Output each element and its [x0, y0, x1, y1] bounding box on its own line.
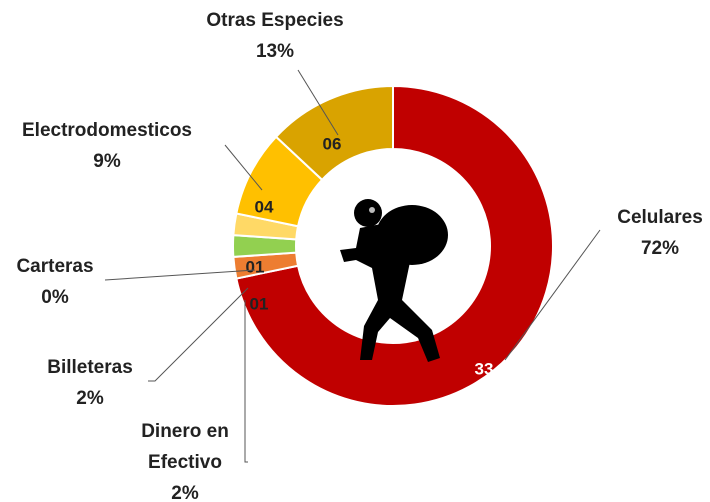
- percent-label: 9%: [93, 151, 121, 172]
- category-name: Billeteras: [47, 357, 133, 378]
- category-name: Otras Especies: [206, 10, 344, 31]
- value-label: 06: [323, 134, 342, 153]
- category-label: Dinero en Efectivo 2%: [130, 416, 240, 502]
- percent-label: 13%: [255, 41, 295, 62]
- value-label: 01: [246, 257, 265, 276]
- value-label: 01: [250, 294, 269, 313]
- slice: [274, 84, 394, 182]
- category-name: Electrodomesticos: [22, 120, 192, 141]
- value-label: 04: [255, 197, 274, 216]
- category-label: Carteras 0%: [5, 251, 105, 313]
- value-label: 33: [475, 359, 494, 378]
- slice: [235, 84, 554, 407]
- leader-line: [244, 300, 248, 463]
- percent-label: 72%: [640, 238, 680, 259]
- category-label: Electrodomesticos 9%: [7, 115, 207, 177]
- leader-line: [297, 69, 339, 136]
- category-name: Dinero en Efectivo: [141, 421, 229, 473]
- category-name: Carteras: [16, 256, 94, 277]
- category-label: Otras Especies 13%: [195, 5, 355, 67]
- leader-line: [504, 229, 601, 361]
- category-name: Celulares: [617, 207, 703, 228]
- slices: [232, 84, 554, 407]
- percent-label: 2%: [76, 388, 104, 409]
- thief-icon: [340, 199, 448, 362]
- percent-label: 0%: [41, 287, 69, 308]
- category-label: Celulares 72%: [600, 202, 710, 264]
- leader-line: [104, 269, 256, 281]
- percent-label: 2%: [171, 483, 199, 502]
- category-label: Billeteras 2%: [40, 352, 140, 414]
- leader-line: [148, 287, 249, 382]
- leader-line: [224, 144, 263, 191]
